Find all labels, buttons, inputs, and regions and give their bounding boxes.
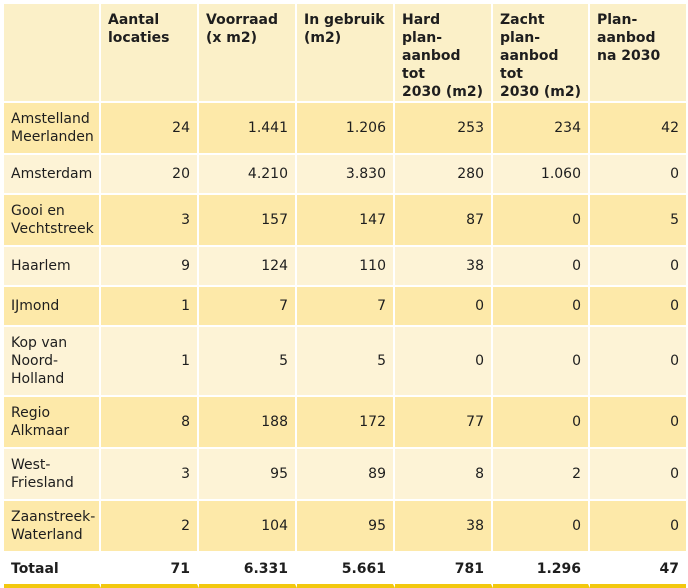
table-body: Amstelland Meerlanden 24 1.441 1.206 253 234 42… [4, 103, 686, 553]
value-cell: 5 [590, 195, 686, 247]
value-cell: 1 [101, 327, 199, 397]
table-row: Regio Alkmaar 8 188 172 77 0 0 [4, 397, 686, 449]
region-name-cell: Haarlem [4, 247, 101, 287]
region-name-cell: IJmond [4, 287, 101, 327]
total-cell: 71 [101, 553, 199, 588]
value-cell: 0 [590, 449, 686, 501]
region-name-cell: West- Friesland [4, 449, 101, 501]
value-cell: 95 [199, 449, 297, 501]
value-cell: 20 [101, 155, 199, 195]
value-cell: 0 [493, 501, 590, 553]
table-row: Amsterdam 20 4.210 3.830 280 1.060 0 [4, 155, 686, 195]
region-name-cell: Regio Alkmaar [4, 397, 101, 449]
value-cell: 157 [199, 195, 297, 247]
region-name-cell: Zaanstreek- Waterland [4, 501, 101, 553]
total-cell: 6.331 [199, 553, 297, 588]
header-cell-planaanbod-na-2030: Plan-aanbod na 2030 [590, 4, 686, 103]
data-table: Aantal locaties Voorraad (x m2) In gebruik… [4, 4, 686, 588]
value-cell: 0 [395, 327, 493, 397]
total-label: Totaal [4, 553, 101, 588]
value-cell: 188 [199, 397, 297, 449]
value-cell: 7 [199, 287, 297, 327]
region-name-cell: Kop van Noord- Holland [4, 327, 101, 397]
value-cell: 124 [199, 247, 297, 287]
header-cell-region [4, 4, 101, 103]
value-cell: 0 [493, 287, 590, 327]
table-header: Aantal locaties Voorraad (x m2) In gebruik… [4, 4, 686, 103]
value-cell: 0 [493, 327, 590, 397]
value-cell: 0 [590, 287, 686, 327]
total-row: Totaal 71 6.331 5.661 781 1.296 47 [4, 553, 686, 588]
value-cell: 0 [590, 501, 686, 553]
value-cell: 5 [297, 327, 395, 397]
value-cell: 280 [395, 155, 493, 195]
value-cell: 42 [590, 103, 686, 155]
total-cell: 5.661 [297, 553, 395, 588]
value-cell: 8 [395, 449, 493, 501]
total-cell: 47 [590, 553, 686, 588]
value-cell: 234 [493, 103, 590, 155]
value-cell: 0 [493, 247, 590, 287]
value-cell: 0 [493, 195, 590, 247]
value-cell: 0 [590, 155, 686, 195]
value-cell: 38 [395, 247, 493, 287]
value-cell: 0 [395, 287, 493, 327]
value-cell: 5 [199, 327, 297, 397]
value-cell: 7 [297, 287, 395, 327]
value-cell: 110 [297, 247, 395, 287]
value-cell: 38 [395, 501, 493, 553]
value-cell: 95 [297, 501, 395, 553]
table-footer: Totaal 71 6.331 5.661 781 1.296 47 [4, 553, 686, 588]
header-cell-hard-planaanbod: Hard plan-aanbod tot 2030 (m2) [395, 4, 493, 103]
region-name-cell: Gooi en Vechtstreek [4, 195, 101, 247]
value-cell: 1.206 [297, 103, 395, 155]
value-cell: 253 [395, 103, 493, 155]
value-cell: 2 [493, 449, 590, 501]
total-cell: 781 [395, 553, 493, 588]
table-row: Haarlem 9 124 110 38 0 0 [4, 247, 686, 287]
header-cell-in-gebruik: In gebruik (m2) [297, 4, 395, 103]
value-cell: 8 [101, 397, 199, 449]
total-cell: 1.296 [493, 553, 590, 588]
value-cell: 104 [199, 501, 297, 553]
value-cell: 3 [101, 195, 199, 247]
region-name-cell: Amstelland Meerlanden [4, 103, 101, 155]
value-cell: 172 [297, 397, 395, 449]
table-row: IJmond 1 7 7 0 0 0 [4, 287, 686, 327]
table-row: Amstelland Meerlanden 24 1.441 1.206 253 234 42 [4, 103, 686, 155]
value-cell: 2 [101, 501, 199, 553]
value-cell: 1.060 [493, 155, 590, 195]
value-cell: 4.210 [199, 155, 297, 195]
header-cell-voorraad: Voorraad (x m2) [199, 4, 297, 103]
value-cell: 0 [590, 397, 686, 449]
value-cell: 147 [297, 195, 395, 247]
value-cell: 89 [297, 449, 395, 501]
value-cell: 9 [101, 247, 199, 287]
table-row: Kop van Noord- Holland 1 5 5 0 0 0 [4, 327, 686, 397]
header-cell-locaties: Aantal locaties [101, 4, 199, 103]
value-cell: 1.441 [199, 103, 297, 155]
value-cell: 0 [590, 247, 686, 287]
table-row: Zaanstreek- Waterland 2 104 95 38 0 0 [4, 501, 686, 553]
value-cell: 87 [395, 195, 493, 247]
value-cell: 0 [493, 397, 590, 449]
table-row: Gooi en Vechtstreek 3 157 147 87 0 5 [4, 195, 686, 247]
header-cell-zacht-planaanbod: Zacht plan-aanbod tot 2030 (m2) [493, 4, 590, 103]
value-cell: 3.830 [297, 155, 395, 195]
value-cell: 0 [590, 327, 686, 397]
value-cell: 3 [101, 449, 199, 501]
value-cell: 77 [395, 397, 493, 449]
value-cell: 1 [101, 287, 199, 327]
region-name-cell: Amsterdam [4, 155, 101, 195]
value-cell: 24 [101, 103, 199, 155]
table-row: West- Friesland 3 95 89 8 2 0 [4, 449, 686, 501]
